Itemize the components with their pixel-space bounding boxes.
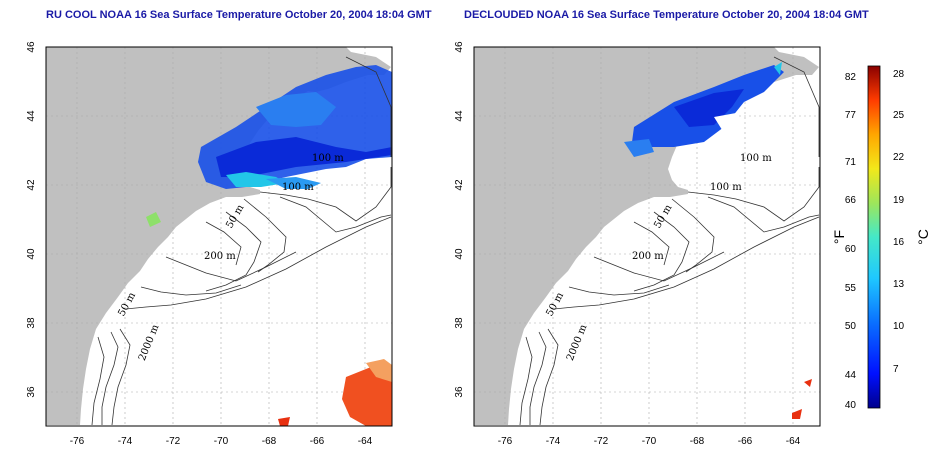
right-contour-label-4: 200 m — [632, 251, 664, 262]
right-x-tick: -72 — [594, 436, 609, 447]
left-panel-title: RU COOL NOAA 16 Sea Surface Temperature … — [46, 9, 432, 21]
left-sst-field — [146, 65, 392, 426]
fahrenheit-tick: 71 — [845, 157, 857, 168]
fahrenheit-tick: 82 — [845, 72, 857, 83]
left-y-tick: 40 — [26, 248, 37, 260]
left-x-tick: -68 — [262, 436, 277, 447]
right-y-tick: 46 — [454, 41, 465, 53]
left-map-panel: 100 m 100 m 50 m 200 m 50 m 2000 m — [45, 46, 393, 427]
left-contour-label-1: 100 m — [312, 153, 344, 164]
celsius-tick: 19 — [893, 195, 905, 206]
celsius-tick: 16 — [893, 237, 905, 248]
right-x-axis: -76 -74 -72 -70 -68 -66 -64 — [498, 436, 801, 447]
right-x-tick: -76 — [498, 436, 513, 447]
right-x-tick: -66 — [738, 436, 753, 447]
right-contour-label-1: 100 m — [740, 153, 772, 164]
celsius-unit-label: °C — [915, 229, 931, 245]
right-sst-field — [624, 62, 812, 419]
celsius-tick: 10 — [893, 321, 905, 332]
left-grid — [46, 47, 392, 426]
right-panel-title: DECLOUDED NOAA 16 Sea Surface Temperatur… — [464, 9, 869, 21]
fahrenheit-tick: 55 — [845, 283, 857, 294]
right-x-tick: -70 — [642, 436, 657, 447]
left-x-tick: -66 — [310, 436, 325, 447]
left-x-tick: -72 — [166, 436, 181, 447]
right-frame — [473, 46, 821, 427]
right-contour-label-2: 100 m — [710, 182, 742, 193]
fahrenheit-tick: 50 — [845, 321, 857, 332]
right-x-tick: -68 — [690, 436, 705, 447]
left-y-axis: 46 44 42 40 38 36 — [26, 41, 37, 398]
left-y-tick: 46 — [26, 41, 37, 53]
left-y-tick: 42 — [26, 179, 37, 191]
left-y-tick: 44 — [26, 110, 37, 122]
fahrenheit-tick: 77 — [845, 110, 857, 121]
right-y-tick: 40 — [454, 248, 465, 260]
celsius-tick: 28 — [893, 69, 905, 80]
right-y-tick: 44 — [454, 110, 465, 122]
right-x-tick: -64 — [786, 436, 801, 447]
left-frame — [45, 46, 393, 427]
left-contour-label-4: 200 m — [204, 251, 236, 262]
left-y-tick: 36 — [26, 386, 37, 398]
colorbar-fahrenheit-ticks: 82 77 71 66 60 55 50 44 40 — [845, 72, 857, 411]
celsius-tick: 25 — [893, 110, 905, 121]
colorbar-celsius-ticks: 28 25 22 19 16 13 10 7 — [893, 69, 905, 375]
right-y-tick: 36 — [454, 386, 465, 398]
fahrenheit-tick: 40 — [845, 400, 857, 411]
left-contour-label-2: 100 m — [282, 182, 314, 193]
left-x-tick: -70 — [214, 436, 229, 447]
right-y-tick: 42 — [454, 179, 465, 191]
right-x-tick: -74 — [546, 436, 561, 447]
left-x-tick: -74 — [118, 436, 133, 447]
fahrenheit-tick: 44 — [845, 370, 857, 381]
right-grid — [474, 47, 820, 426]
fahrenheit-unit-label: °F — [831, 230, 847, 244]
fahrenheit-tick: 66 — [845, 195, 857, 206]
left-y-tick: 38 — [26, 317, 37, 329]
colorbar-gradient — [867, 65, 881, 409]
fahrenheit-tick: 60 — [845, 244, 857, 255]
right-map-panel: 100 m 100 m 50 m 200 m 50 m 2000 m — [473, 46, 821, 427]
colorbar: 82 77 71 66 60 55 50 44 40 28 25 22 19 1… — [831, 65, 931, 411]
left-x-tick: -76 — [70, 436, 85, 447]
left-x-axis: -76 -74 -72 -70 -68 -66 -64 — [70, 436, 373, 447]
celsius-tick: 22 — [893, 152, 905, 163]
right-y-axis: 46 44 42 40 38 36 — [454, 41, 465, 398]
celsius-tick: 7 — [893, 364, 899, 375]
right-y-tick: 38 — [454, 317, 465, 329]
celsius-tick: 13 — [893, 279, 905, 290]
left-x-tick: -64 — [358, 436, 373, 447]
